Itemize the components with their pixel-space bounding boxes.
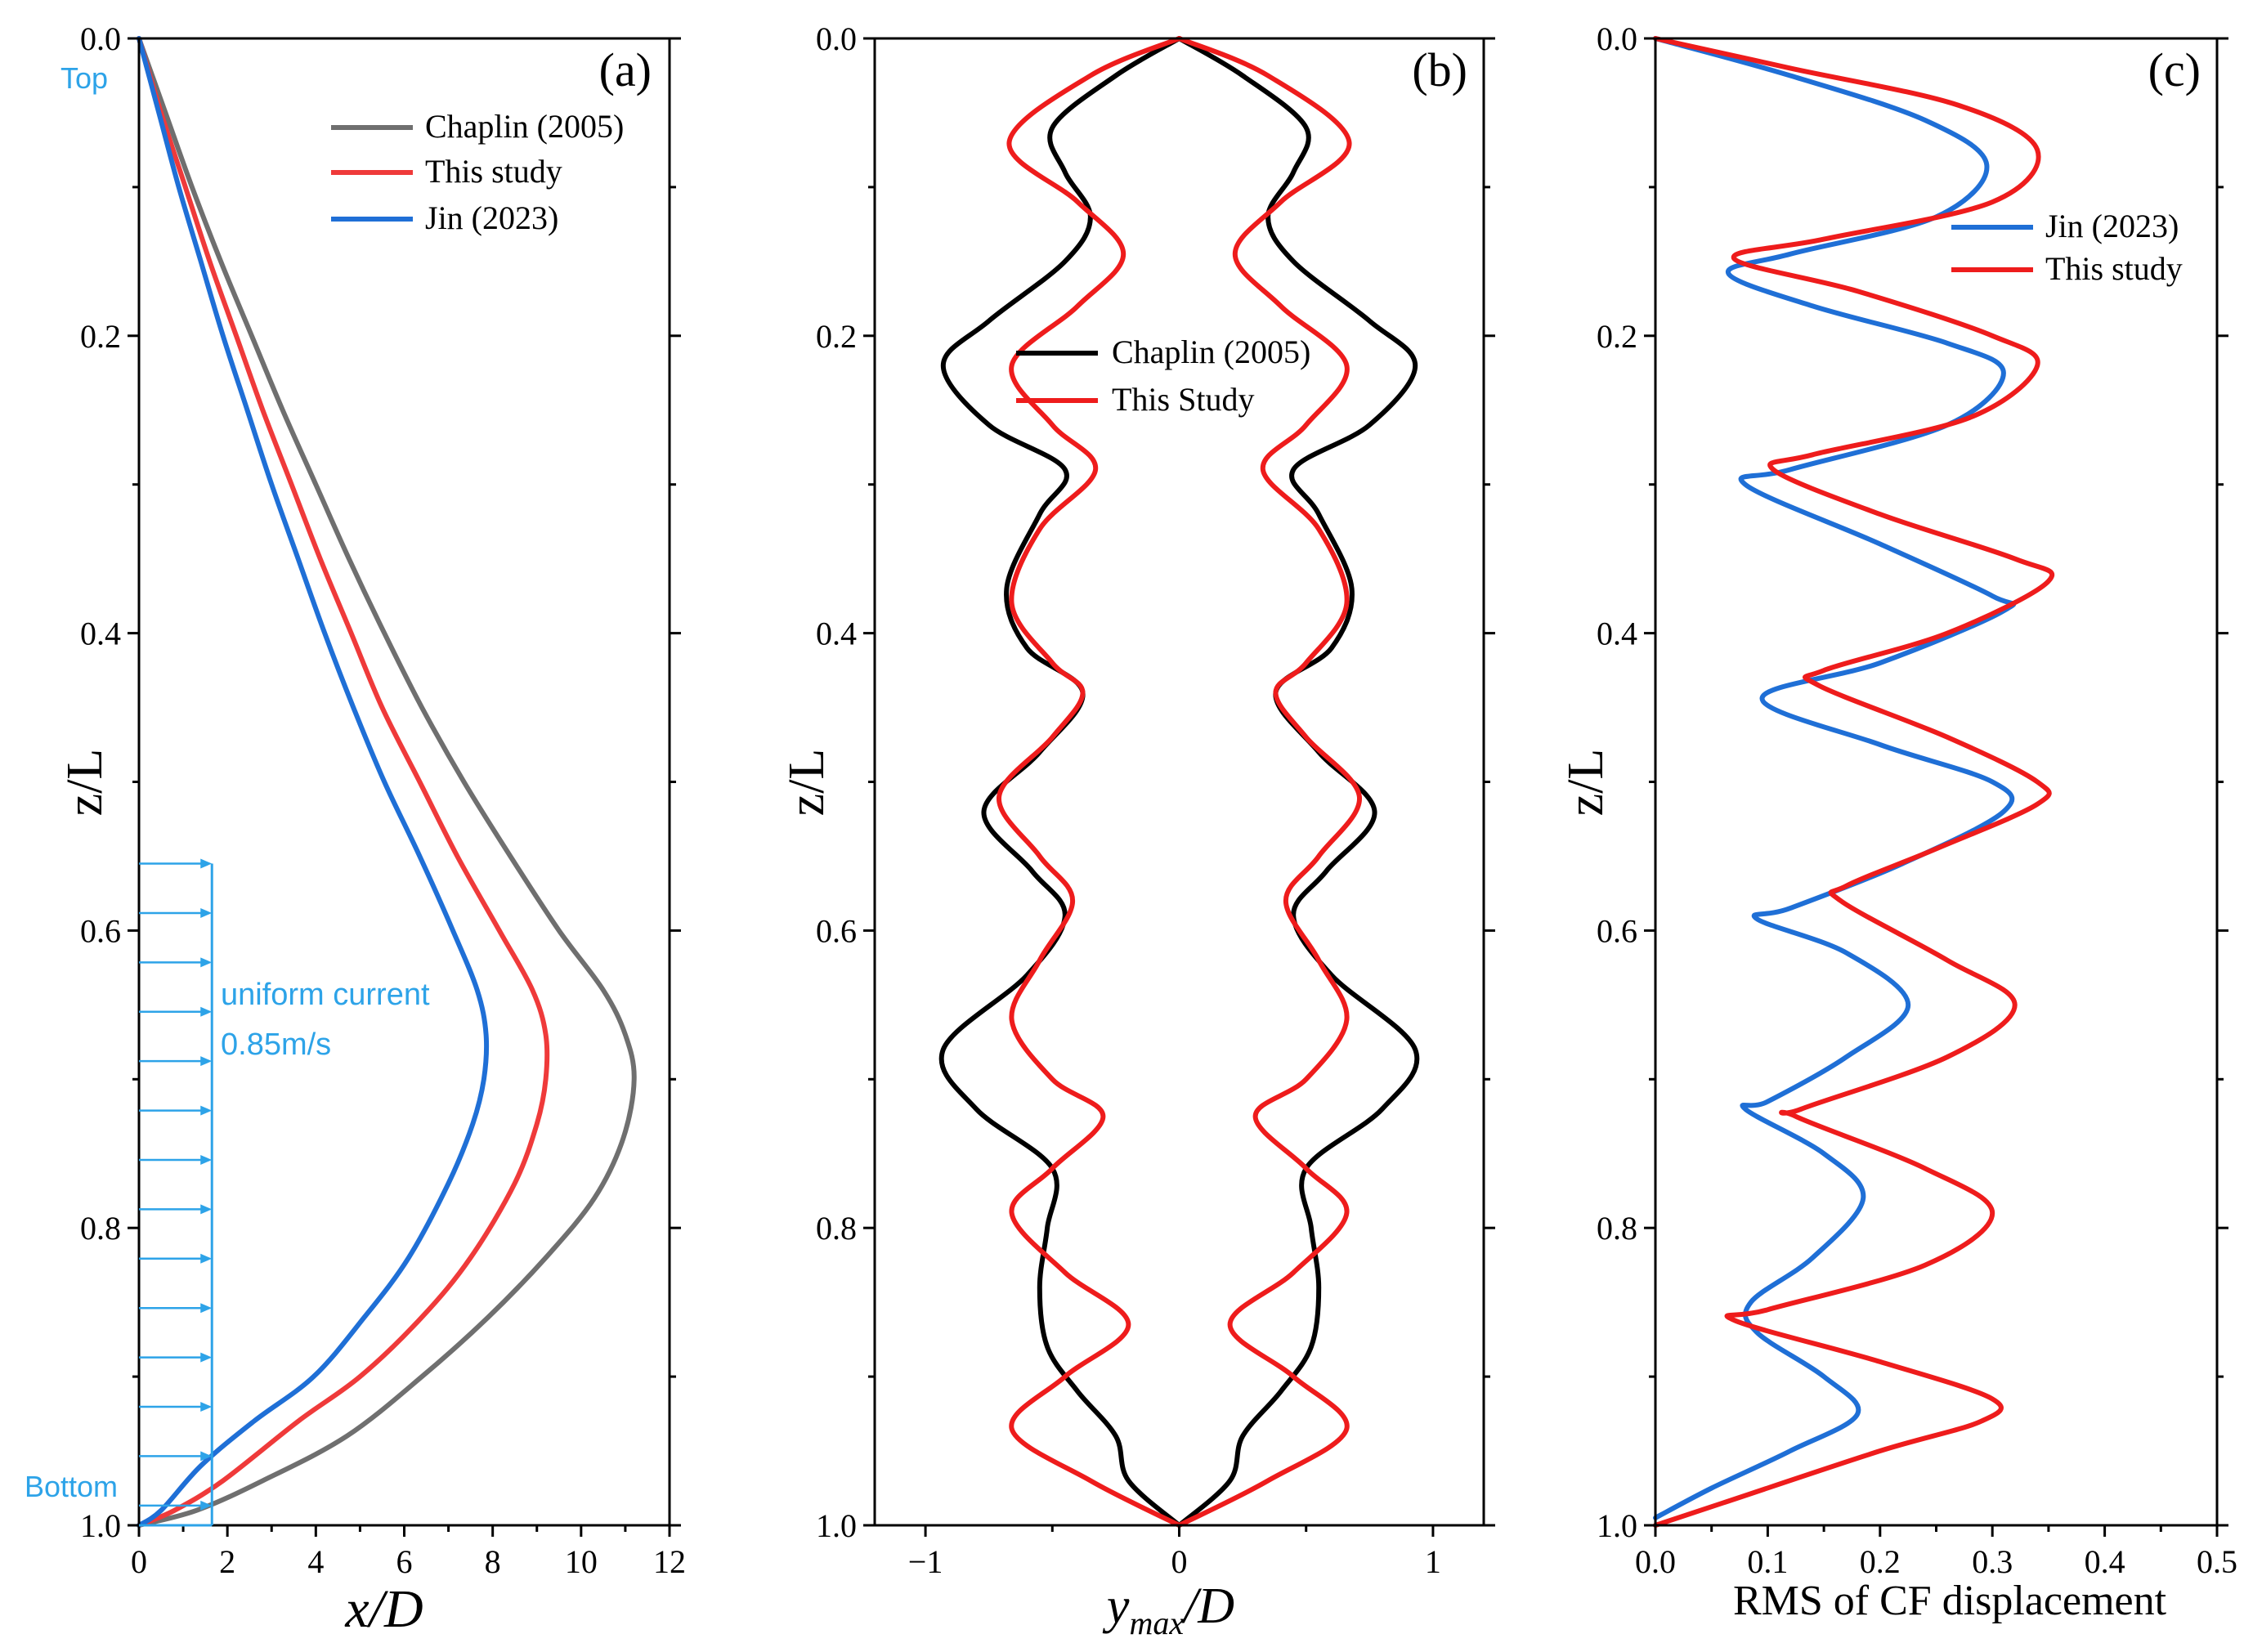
y-tick-label-b: 0.6: [816, 912, 857, 949]
x-tick-label-a: 0: [131, 1543, 147, 1580]
x-tick-label-c: 0.1: [1747, 1543, 1788, 1580]
current-arrow-head: [200, 1352, 213, 1363]
panel-label-c: (c): [2148, 43, 2201, 96]
y-tick-label-a: 0.8: [80, 1210, 121, 1247]
x-tick-label-a: 8: [485, 1543, 501, 1580]
y-tick-label-b: 0.4: [816, 616, 857, 652]
x-tick-label-a: 12: [653, 1543, 686, 1580]
y-tick-label-c: 0.4: [1597, 616, 1637, 652]
series-line-jin-2023-c: [1653, 36, 2017, 1520]
legend-label-chaplin-b: Chaplin (2005): [1112, 334, 1310, 370]
y-tick-label-a: 0.0: [80, 20, 121, 57]
x-tick-label-c: 0.2: [1860, 1543, 1901, 1580]
x-tick-label-a: 4: [307, 1543, 324, 1580]
x-tick-label-c: 0.3: [1972, 1543, 2013, 1580]
y-tick-label-b: 0.0: [816, 20, 857, 57]
current-arrow-head: [200, 957, 213, 968]
legend-a: Chaplin (2005) This study Jin (2023): [331, 108, 624, 236]
x-tick-label-b: 0: [1171, 1543, 1188, 1580]
panel-b: 0.0 0.2 0.4 0.6 0.8 1.0 −1 0 1 (b) ymax/D z/L Ch…: [779, 20, 1495, 1641]
legend-c: Jin (2023) This study: [1951, 208, 2183, 287]
y-axis-title-a: z/L: [57, 749, 113, 817]
y-tick-label-b: 0.8: [816, 1210, 857, 1247]
series-line-this-study-a: [137, 36, 550, 1528]
current-arrow-head: [200, 1154, 213, 1165]
y-tick-label-c: 1.0: [1597, 1507, 1637, 1544]
bottom-label: Bottom: [25, 1470, 118, 1503]
y-tick-label-c: 0.2: [1597, 318, 1637, 355]
current-speed: 0.85m/s: [221, 1027, 331, 1062]
x-axis-title-c: RMS of CF displacement: [1733, 1578, 2167, 1624]
legend-label-this-study-a: This study: [425, 153, 562, 190]
current-annotation: Top Bottom uniform current 0.85m/s: [25, 61, 430, 1527]
current-arrow-head: [200, 1402, 213, 1412]
current-arrow-head: [200, 858, 213, 869]
y-tick-label-b: 1.0: [816, 1507, 857, 1544]
top-label: Top: [60, 61, 108, 95]
current-arrow-head: [200, 907, 213, 918]
y-tick-label-b: 0.2: [816, 318, 857, 355]
y-tick-label-c: 0.8: [1597, 1210, 1637, 1247]
x-tick-label-b: 1: [1425, 1543, 1441, 1580]
current-arrow-head: [200, 1105, 213, 1116]
x-tick-label-a: 10: [565, 1543, 598, 1580]
current-label: uniform current: [221, 978, 430, 1012]
current-arrow-head: [200, 1204, 213, 1215]
x-tick-label-c: 0.5: [2197, 1543, 2237, 1580]
current-arrow-head: [200, 1451, 213, 1462]
x-axis-title-b-tail: /D: [1181, 1578, 1234, 1634]
panel-a: 0.00.20.40.60.81.00 2 4 6 8 10 12 (a) x/D z/L …: [25, 20, 686, 1639]
y-tick-label-c: 0.0: [1597, 20, 1637, 57]
x-tick-label-b: −1: [908, 1543, 943, 1580]
legend-label-jin-a: Jin (2023): [425, 199, 558, 236]
legend-label-jin-c: Jin (2023): [2045, 208, 2179, 244]
y-tick-label-a: 0.2: [80, 318, 121, 355]
x-tick-label-c: 0.4: [2085, 1543, 2125, 1580]
y-tick-label-a: 1.0: [80, 1507, 121, 1544]
x-axis-title-b-sub: max: [1129, 1605, 1184, 1641]
series-line-chaplin-2005-a: [137, 36, 637, 1528]
x-axis-title-b: ymax/D: [1102, 1578, 1234, 1641]
y-tick-label-a: 0.4: [80, 616, 121, 652]
current-arrow-head: [200, 1303, 213, 1314]
legend-b: Chaplin (2005) This Study: [1016, 334, 1310, 418]
y-tick-label-a: 0.6: [80, 912, 121, 949]
current-arrow-head: [200, 1500, 213, 1511]
x-axis-title-b-main: y: [1102, 1578, 1130, 1634]
series-line-this-study-mirror-b: [997, 36, 1182, 1528]
panel-c: 0.00.20.40.60.81.00.0 0.1 0.2 0.3 0.4 0.5 (c)…: [1558, 20, 2237, 1624]
series-line-this-study-b: [1176, 36, 1362, 1528]
current-arrow-head: [200, 1006, 213, 1017]
y-axis-title-b: z/L: [779, 749, 835, 817]
x-tick-label-a: 2: [219, 1543, 235, 1580]
panel-label-a: (a): [599, 43, 652, 96]
series-line-jin-2023-a: [137, 36, 490, 1528]
y-axis-title-c: z/L: [1558, 749, 1614, 817]
x-axis-title-a: x/D: [344, 1579, 423, 1639]
legend-label-this-study-c: This study: [2045, 250, 2183, 287]
legend-label-this-study-b: This Study: [1112, 381, 1254, 418]
series-line-this-study-c: [1653, 36, 2055, 1528]
y-tick-label-c: 0.6: [1597, 912, 1637, 949]
panel-label-b: (b): [1412, 43, 1467, 96]
current-arrow-head: [200, 1253, 213, 1264]
x-tick-label-a: 6: [396, 1543, 413, 1580]
legend-label-chaplin-a: Chaplin (2005): [425, 108, 624, 145]
current-arrow-head: [200, 1056, 213, 1067]
x-tick-label-c: 0.0: [1635, 1543, 1676, 1580]
